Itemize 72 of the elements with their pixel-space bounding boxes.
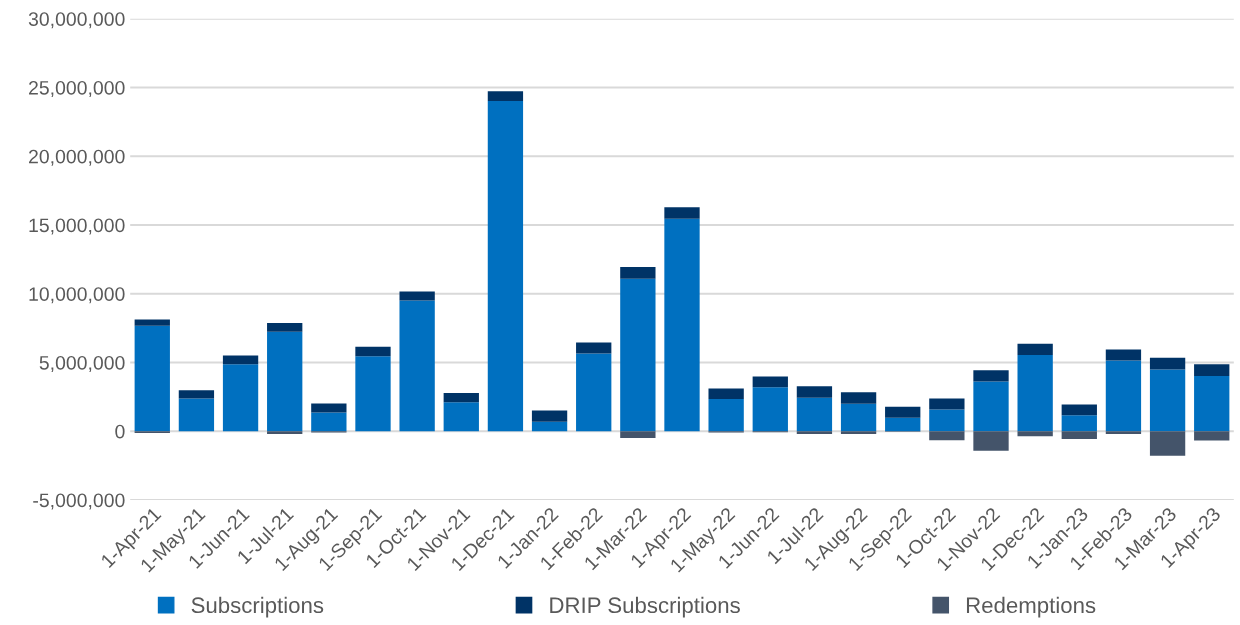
bar xyxy=(620,267,656,279)
bar xyxy=(973,370,1009,382)
bar xyxy=(134,319,170,326)
bar xyxy=(1149,357,1186,370)
bar xyxy=(708,388,744,400)
bar xyxy=(222,355,259,365)
bar xyxy=(1061,431,1097,439)
y-tick-label: -5,000,000 xyxy=(33,493,125,510)
bar xyxy=(1149,369,1186,432)
y-tick-label: 10,000,000 xyxy=(29,287,125,304)
legend-label: DRIP Subscriptions xyxy=(550,596,740,618)
bar xyxy=(399,291,435,301)
bar xyxy=(399,300,435,432)
bar xyxy=(531,410,568,422)
bar xyxy=(929,431,965,441)
bar xyxy=(1105,349,1142,361)
bar xyxy=(1017,355,1053,432)
bar xyxy=(796,397,833,432)
y-tick-label: 0 xyxy=(115,424,125,439)
bar xyxy=(664,207,700,219)
bar xyxy=(973,381,1009,432)
bar xyxy=(222,364,259,432)
bar xyxy=(885,417,921,432)
bar xyxy=(311,412,347,432)
bar xyxy=(1017,431,1053,437)
bar xyxy=(664,218,700,432)
bar xyxy=(267,431,303,434)
bar xyxy=(178,390,215,399)
bar xyxy=(929,398,965,410)
bar xyxy=(443,393,479,403)
y-tick-label: 15,000,000 xyxy=(29,218,125,235)
bar xyxy=(929,409,965,432)
bar xyxy=(443,402,479,432)
bar xyxy=(311,403,347,413)
bar xyxy=(1105,431,1142,434)
bar xyxy=(973,431,1009,451)
y-tick-label: 5,000,000 xyxy=(39,355,125,373)
bar xyxy=(1194,375,1230,432)
bar xyxy=(355,356,391,432)
bar xyxy=(1105,360,1142,432)
y-tick-label: 30,000,000 xyxy=(28,12,125,29)
bar xyxy=(355,346,391,357)
bar xyxy=(620,278,656,432)
bar xyxy=(708,399,744,432)
y-tick-label: 20,000,000 xyxy=(29,149,125,166)
bar xyxy=(796,431,833,434)
bar xyxy=(576,353,612,432)
bar xyxy=(620,431,656,438)
bar xyxy=(885,406,921,418)
bar xyxy=(267,331,303,432)
bar xyxy=(1149,431,1186,456)
bar xyxy=(1194,431,1230,441)
bar xyxy=(531,421,568,432)
bar xyxy=(1061,404,1097,416)
bar xyxy=(752,387,788,432)
bar xyxy=(796,386,833,398)
legend-label: Redemptions xyxy=(966,596,1096,618)
bar xyxy=(840,431,877,434)
bar xyxy=(840,392,877,404)
legend-label: Subscriptions xyxy=(191,596,324,618)
bar xyxy=(267,322,303,332)
bar xyxy=(1061,415,1097,432)
y-tick-label: 25,000,000 xyxy=(29,80,125,98)
bar xyxy=(1194,364,1230,376)
bar xyxy=(487,100,524,432)
bar xyxy=(178,398,215,432)
bar xyxy=(840,403,877,432)
bar xyxy=(1017,343,1053,356)
bar xyxy=(576,342,612,354)
bar xyxy=(134,325,170,432)
bar xyxy=(752,376,788,388)
bar xyxy=(487,91,524,101)
